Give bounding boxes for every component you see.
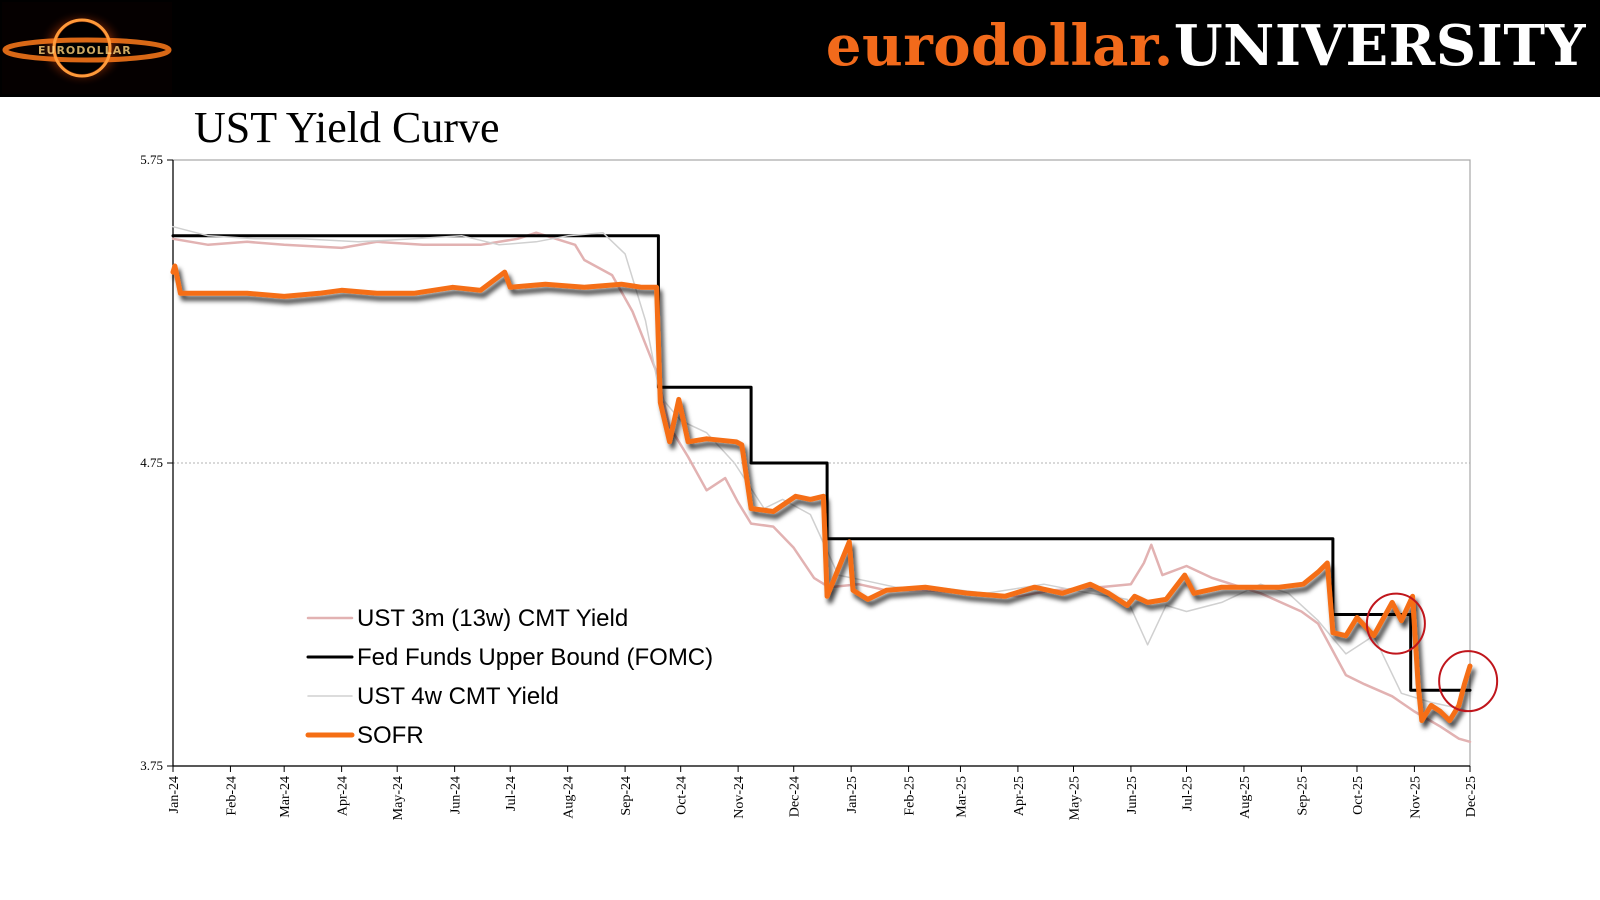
brand-wordmark: eurodollar.UNIVERSITY <box>826 8 1586 84</box>
brand-eurodollar: eurodollar. <box>825 13 1174 79</box>
x-tick-label: Mar-24 <box>278 776 293 818</box>
x-tick-label: Sep-24 <box>619 776 634 816</box>
x-tick-label: Jun-25 <box>1125 776 1140 814</box>
logo: EURODOLLAR <box>2 2 172 94</box>
x-tick-label: Oct-24 <box>675 776 690 815</box>
x-tick-label: Dec-25 <box>1464 776 1479 817</box>
y-tick-label: 4.75 <box>140 455 163 470</box>
legend-label: UST 3m (13w) CMT Yield <box>357 605 628 632</box>
x-tick-label: Jan-25 <box>845 776 860 813</box>
x-tick-label: Mar-25 <box>954 776 969 818</box>
annotation-circle-2 <box>1438 650 1499 713</box>
x-tick-label: Aug-25 <box>1238 776 1253 819</box>
annotation-circle-1 <box>1365 592 1426 655</box>
series-line-ust-3m-13w-cmt-yield <box>171 231 1472 744</box>
x-tick-label: Jun-24 <box>449 776 464 814</box>
x-tick-label: May-24 <box>391 776 406 820</box>
x-tick-label: Aug-24 <box>562 776 577 819</box>
y-tick-label: 5.75 <box>140 152 163 167</box>
x-tick-label: Apr-25 <box>1012 776 1027 816</box>
legend-label: SOFR <box>357 722 424 749</box>
x-tick-label: Jul-25 <box>1181 776 1196 811</box>
x-tick-label: Jan-24 <box>167 776 182 813</box>
x-tick-label: Jul-24 <box>504 776 519 811</box>
series-line-sofr <box>170 263 1473 724</box>
legend-label: Fed Funds Upper Bound (FOMC) <box>357 644 713 671</box>
legend-label: UST 4w CMT Yield <box>357 683 559 710</box>
x-tick-label: Oct-25 <box>1351 776 1366 815</box>
series-line-ust-4w-cmt-yield <box>172 225 1471 713</box>
x-tick-label: Nov-24 <box>732 776 747 819</box>
header-band: EURODOLLAR eurodollar.UNIVERSITY <box>0 0 1600 97</box>
x-tick-label: Nov-25 <box>1408 776 1423 819</box>
brand-university: UNIVERSITY <box>1173 13 1586 79</box>
x-tick-label: Feb-24 <box>224 776 239 816</box>
logo-text: EURODOLLAR <box>38 44 132 57</box>
x-tick-label: Feb-25 <box>903 776 918 816</box>
x-tick-label: Apr-24 <box>336 776 351 816</box>
x-tick-label: Sep-25 <box>1295 776 1310 816</box>
x-tick-label: Dec-24 <box>788 776 803 817</box>
chart-title: UST Yield Curve <box>194 103 500 152</box>
x-tick-label: May-25 <box>1067 776 1082 820</box>
black-hole-logo-icon <box>2 2 172 94</box>
y-tick-label: 3.75 <box>140 758 163 773</box>
